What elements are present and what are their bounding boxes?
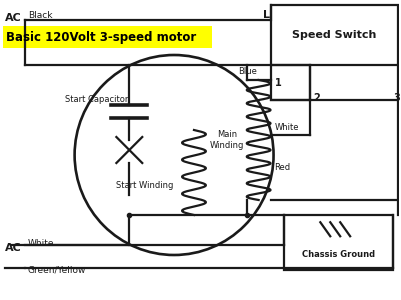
Bar — [284, 215, 393, 270]
Text: Basic 120Volt 3-speed motor: Basic 120Volt 3-speed motor — [6, 31, 196, 44]
Text: 2: 2 — [313, 93, 320, 103]
Text: Main
Winding: Main Winding — [210, 130, 244, 150]
FancyBboxPatch shape — [3, 26, 212, 48]
Text: 1: 1 — [275, 78, 282, 88]
Text: AC: AC — [5, 13, 22, 23]
Text: AC: AC — [5, 243, 22, 253]
Text: Black: Black — [28, 11, 53, 20]
Text: Start Capacitor: Start Capacitor — [65, 95, 128, 104]
Text: 3: 3 — [393, 93, 400, 103]
Bar — [271, 65, 310, 100]
Text: White: White — [275, 124, 299, 133]
Text: L: L — [263, 10, 269, 20]
Text: Start Winding: Start Winding — [115, 181, 173, 190]
Bar — [271, 5, 398, 65]
Text: White: White — [28, 239, 55, 248]
Text: Speed Switch: Speed Switch — [292, 30, 377, 40]
Text: Blue: Blue — [238, 68, 257, 76]
Text: Green/Yellow: Green/Yellow — [28, 266, 86, 274]
Text: Red: Red — [275, 164, 291, 172]
Text: Chassis Ground: Chassis Ground — [302, 250, 375, 259]
